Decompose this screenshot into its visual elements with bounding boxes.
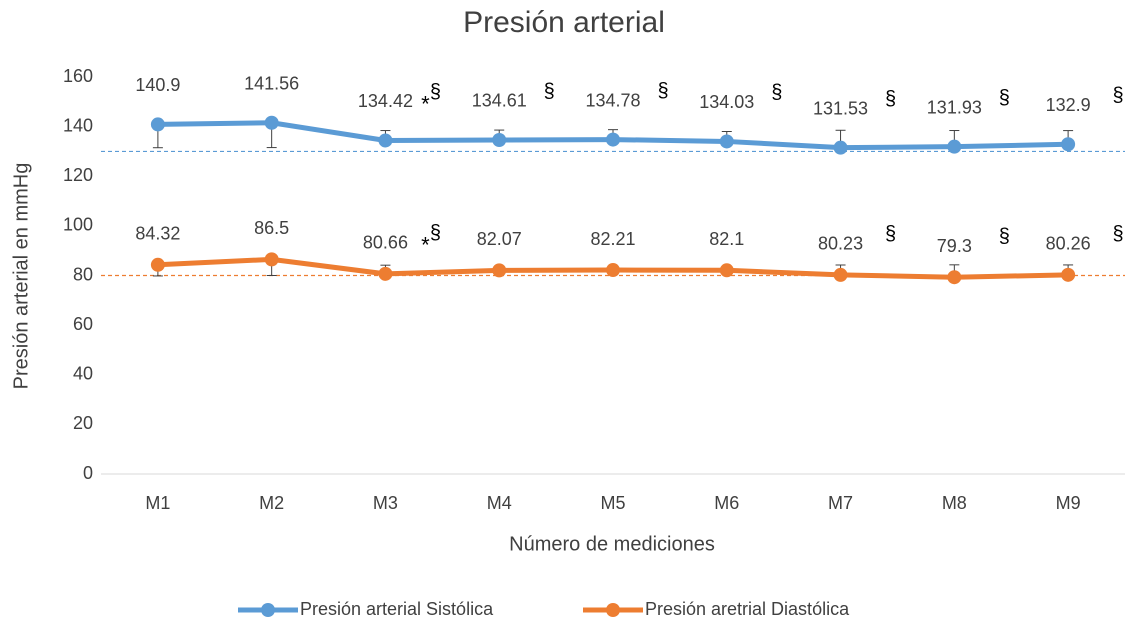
- annotation: §: [999, 226, 1010, 248]
- data-point: [150, 117, 165, 132]
- x-tick-label: M7: [828, 493, 853, 513]
- annotation: §: [999, 87, 1010, 109]
- data-label: 82.21: [590, 229, 635, 249]
- data-point: [833, 140, 848, 155]
- y-tick-label: 160: [63, 66, 93, 86]
- legend-marker: [261, 603, 275, 617]
- data-label: 141.56: [244, 74, 299, 94]
- data-label: 132.9: [1046, 95, 1091, 115]
- legend-label: Presión arterial Sistólica: [300, 599, 494, 619]
- data-point: [264, 115, 279, 130]
- annotation: §: [885, 88, 896, 110]
- x-tick-label: M2: [259, 493, 284, 513]
- x-tick-label: M6: [714, 493, 739, 513]
- y-tick-label: 60: [73, 314, 93, 334]
- annotation: §: [430, 222, 441, 244]
- data-point: [606, 132, 620, 147]
- annotation: *: [421, 233, 430, 258]
- annotation: §: [657, 80, 668, 102]
- x-tick-label: M4: [487, 493, 512, 513]
- data-label: 84.32: [135, 224, 180, 244]
- annotation: §: [430, 81, 441, 103]
- data-label: 80.26: [1046, 234, 1091, 254]
- data-label: 131.93: [927, 97, 982, 117]
- data-point: [719, 263, 734, 278]
- data-label: 131.53: [813, 98, 868, 118]
- data-label: 134.61: [472, 91, 527, 111]
- data-label: 86.5: [254, 218, 289, 238]
- data-point: [378, 133, 393, 148]
- data-point: [1061, 137, 1076, 152]
- data-point: [606, 263, 620, 278]
- data-point: [264, 252, 279, 267]
- annotation: §: [885, 223, 896, 245]
- annotation: §: [1113, 223, 1124, 245]
- legend-marker: [606, 603, 620, 617]
- y-tick-label: 100: [63, 215, 93, 235]
- x-axis-title: Número de mediciones: [509, 533, 715, 555]
- data-label: 134.42: [358, 91, 413, 111]
- data-point: [947, 270, 962, 285]
- y-tick-label: 80: [73, 264, 93, 284]
- data-label: 82.1: [709, 229, 744, 249]
- y-tick-label: 20: [73, 413, 93, 433]
- y-axis-title: Presión arterial en mmHg: [10, 163, 32, 390]
- x-tick-label: M9: [1056, 493, 1081, 513]
- y-tick-label: 0: [83, 463, 93, 483]
- data-label: 79.3: [937, 236, 972, 256]
- data-label: 140.9: [135, 75, 180, 95]
- data-point: [833, 267, 848, 282]
- data-label: 82.07: [477, 229, 522, 249]
- annotation: §: [544, 80, 555, 102]
- data-label: 80.66: [363, 233, 408, 253]
- data-point: [1061, 267, 1076, 282]
- x-tick-label: M5: [600, 493, 625, 513]
- x-tick-label: M3: [373, 493, 398, 513]
- y-tick-label: 40: [73, 364, 93, 384]
- legend-label: Presión aretrial Diastólica: [645, 599, 850, 619]
- annotation: §: [771, 82, 782, 104]
- data-point: [492, 132, 507, 147]
- annotation: §: [1113, 85, 1124, 107]
- y-tick-label: 120: [63, 165, 93, 185]
- data-point: [719, 134, 734, 149]
- data-label: 80.23: [818, 234, 863, 254]
- data-point: [947, 139, 962, 154]
- data-label: 134.78: [585, 90, 640, 110]
- data-point: [492, 263, 507, 278]
- x-tick-label: M1: [145, 493, 170, 513]
- data-point: [150, 257, 165, 272]
- y-tick-label: 140: [63, 115, 93, 135]
- data-point: [378, 266, 393, 281]
- x-tick-label: M8: [942, 493, 967, 513]
- chart-title: Presión arterial: [463, 6, 665, 39]
- annotation: *: [421, 91, 430, 116]
- data-label: 134.03: [699, 92, 754, 112]
